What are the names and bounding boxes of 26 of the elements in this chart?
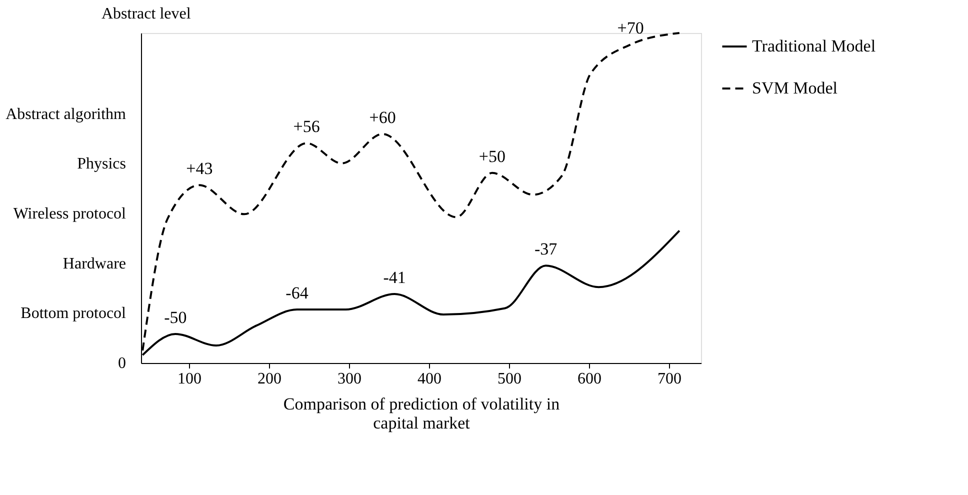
text: Hardware <box>62 255 126 272</box>
legend-label: SVM Model <box>752 78 838 98</box>
text: 0 <box>118 355 126 372</box>
x-tick-label: 600 <box>578 370 602 388</box>
text: Bottom protocol <box>20 305 127 322</box>
annotation: +60 <box>369 108 396 127</box>
annotation: -50 <box>164 308 187 327</box>
annotation: -37 <box>534 240 558 259</box>
y-axis-title: Abstract level <box>102 6 192 22</box>
text: Physics <box>77 156 126 173</box>
annotation: +56 <box>293 117 320 136</box>
annotation: +43 <box>186 159 213 178</box>
annotation: +70 <box>617 18 644 38</box>
x-tick-label: 100 <box>178 370 202 388</box>
annotation: +50 <box>478 146 506 166</box>
text: Abstract algorithm <box>6 106 127 123</box>
annotation: -41 <box>383 268 406 288</box>
annotation: -64 <box>286 284 309 303</box>
x-axis-title: Comparison of prediction of volatility in capital market <box>283 394 560 432</box>
legend-label: Traditional Model <box>752 36 876 56</box>
x-tick-label: 200 <box>258 370 282 388</box>
text: Wireless protocol <box>13 206 127 223</box>
x-tick-label: 300 <box>338 370 362 388</box>
x-tick-label: 400 <box>418 370 442 388</box>
x-tick-label: 700 <box>658 370 682 388</box>
x-tick-label: 500 <box>498 370 522 388</box>
